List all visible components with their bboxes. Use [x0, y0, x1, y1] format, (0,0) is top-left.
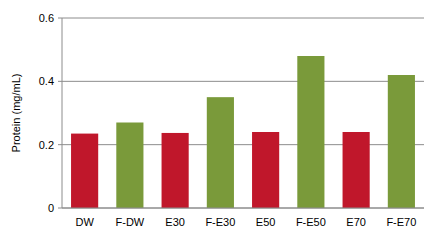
- y-tick-label: 0.4: [39, 75, 54, 87]
- x-tick-label: F-DW: [116, 216, 145, 228]
- chart-container: 0 0.2 0.4 0.6 DW F-DW E30 F-E30 E50 F-E50 E70 F-E70…: [0, 0, 429, 238]
- bars: [71, 56, 415, 208]
- chart: 0 0.2 0.4 0.6 DW F-DW E30 F-E30 E50 F-E50 E70 F-E70…: [0, 0, 429, 238]
- x-tick-label: F-E50: [296, 216, 326, 228]
- bar: [71, 134, 98, 208]
- y-tick-label: 0.6: [39, 12, 54, 24]
- x-tick-label: F-E70: [386, 216, 416, 228]
- bar: [343, 132, 370, 208]
- y-tick: [58, 18, 62, 19]
- y-tick: [58, 208, 62, 209]
- bar: [116, 123, 143, 209]
- bar: [388, 75, 415, 208]
- x-tick-label: E30: [165, 216, 185, 228]
- y-tick-label: 0: [48, 202, 54, 214]
- y-tick: [58, 81, 62, 82]
- y-axis: [62, 18, 63, 208]
- bar: [252, 132, 279, 208]
- x-tick-label: F-E30: [205, 216, 235, 228]
- bar: [162, 133, 189, 208]
- x-tick-label: E50: [256, 216, 276, 228]
- x-tick-label: DW: [75, 216, 94, 228]
- y-tick: [58, 144, 62, 145]
- bar: [297, 56, 324, 208]
- grid-line: [62, 18, 424, 19]
- y-axis-label: Protein (mg/mL): [10, 74, 22, 153]
- y-tick-label: 0.2: [39, 139, 54, 151]
- x-tick-label: E70: [346, 216, 366, 228]
- x-axis: [62, 208, 424, 209]
- grid-line: [62, 208, 424, 209]
- grid-line: [62, 81, 424, 82]
- bar: [207, 97, 234, 208]
